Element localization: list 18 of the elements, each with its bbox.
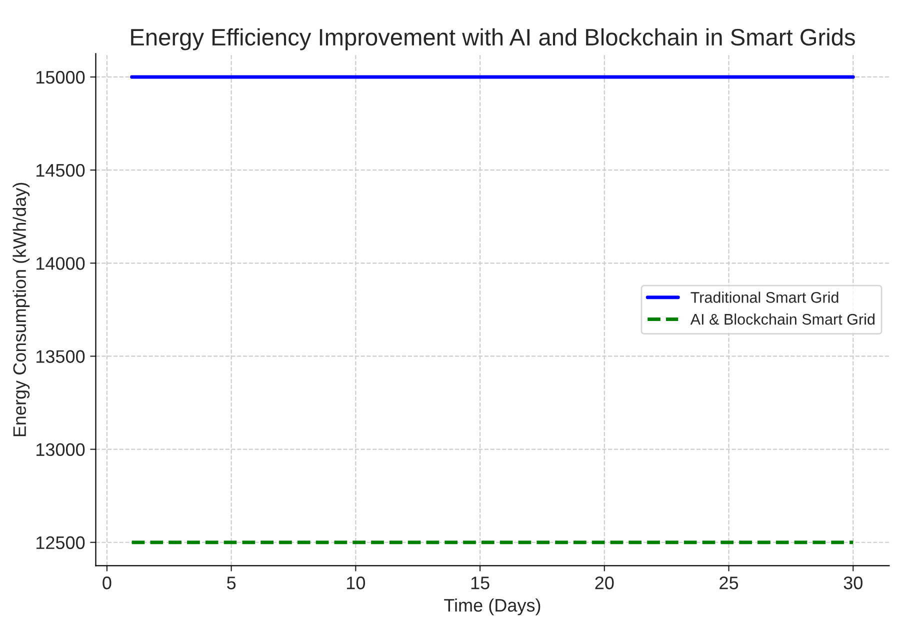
x-axis-title: Time (Days) xyxy=(444,598,540,616)
y-tick-label: 13000 xyxy=(36,443,85,456)
y-tick-label: 15000 xyxy=(36,70,85,84)
x-tick-label: 10 xyxy=(347,576,366,590)
x-tick-label: 0 xyxy=(102,576,112,590)
x-tick-label: 5 xyxy=(227,576,236,590)
legend-label: AI & Blockchain Smart Grid xyxy=(690,314,874,325)
chart-title: Energy Efficiency Improvement with AI and Blockchain in Smart Grids xyxy=(131,28,855,50)
x-tick-label: 30 xyxy=(844,576,862,590)
x-tick-label: 20 xyxy=(595,576,614,590)
y-tick-label: 14000 xyxy=(36,257,85,270)
y-tick-label: 12500 xyxy=(36,536,85,550)
y-tick-label: 14500 xyxy=(36,164,85,177)
x-tick-label: 15 xyxy=(471,576,490,590)
y-axis-title: Energy Consumption (kWh/day) xyxy=(12,182,30,436)
x-tick-label: 25 xyxy=(720,576,738,590)
legend-label: Traditional Smart Grid xyxy=(690,292,838,303)
y-tick-label: 13500 xyxy=(36,350,85,363)
